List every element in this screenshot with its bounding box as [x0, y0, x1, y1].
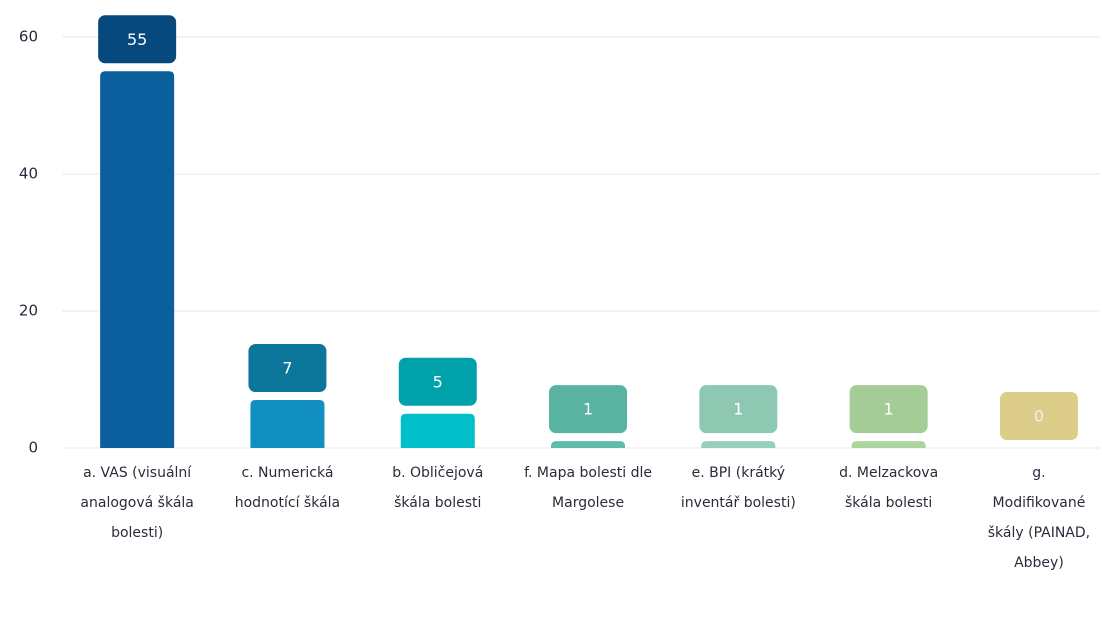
data-label-box: [549, 385, 628, 434]
bar: [551, 441, 626, 448]
y-tick-label: 0: [28, 439, 38, 457]
data-label-box: [999, 392, 1078, 440]
x-tick-label: b. Obličejová škála bolesti: [392, 465, 484, 511]
bar: [400, 413, 475, 448]
x-tick-label: e. BPI (krátký inventář bolesti): [680, 465, 796, 511]
x-tick-label: f. Mapa bolesti dle Margolese: [524, 465, 652, 511]
data-label: 7: [282, 359, 292, 378]
data-label: 1: [583, 400, 593, 419]
data-label-box: [849, 385, 928, 434]
bar: [250, 400, 325, 448]
bar: [851, 441, 926, 448]
x-tick-label: c. Numerická hodnotící škála: [234, 465, 341, 511]
y-tick-label: 20: [19, 302, 38, 320]
y-tick-label: 60: [19, 28, 38, 46]
data-label: 5: [433, 372, 443, 391]
data-label-box: [398, 357, 477, 406]
data-label-box: [699, 385, 778, 434]
data-label: 0: [1034, 407, 1044, 426]
y-tick-label: 40: [19, 165, 38, 183]
x-tick-label: d. Melzackova škála bolesti: [839, 465, 939, 511]
data-label: 55: [127, 30, 147, 49]
data-label: 1: [733, 400, 743, 419]
data-label-box: [248, 344, 327, 393]
data-label-box: [98, 15, 177, 64]
x-tick-label: g. Modifikované škály (PAINAD, Abbey): [987, 465, 1091, 571]
bar: [100, 71, 175, 448]
bar: [701, 441, 776, 448]
data-label: 1: [884, 400, 894, 419]
x-tick-label: a. VAS (visuální analogová škála bolesti…: [80, 465, 194, 541]
